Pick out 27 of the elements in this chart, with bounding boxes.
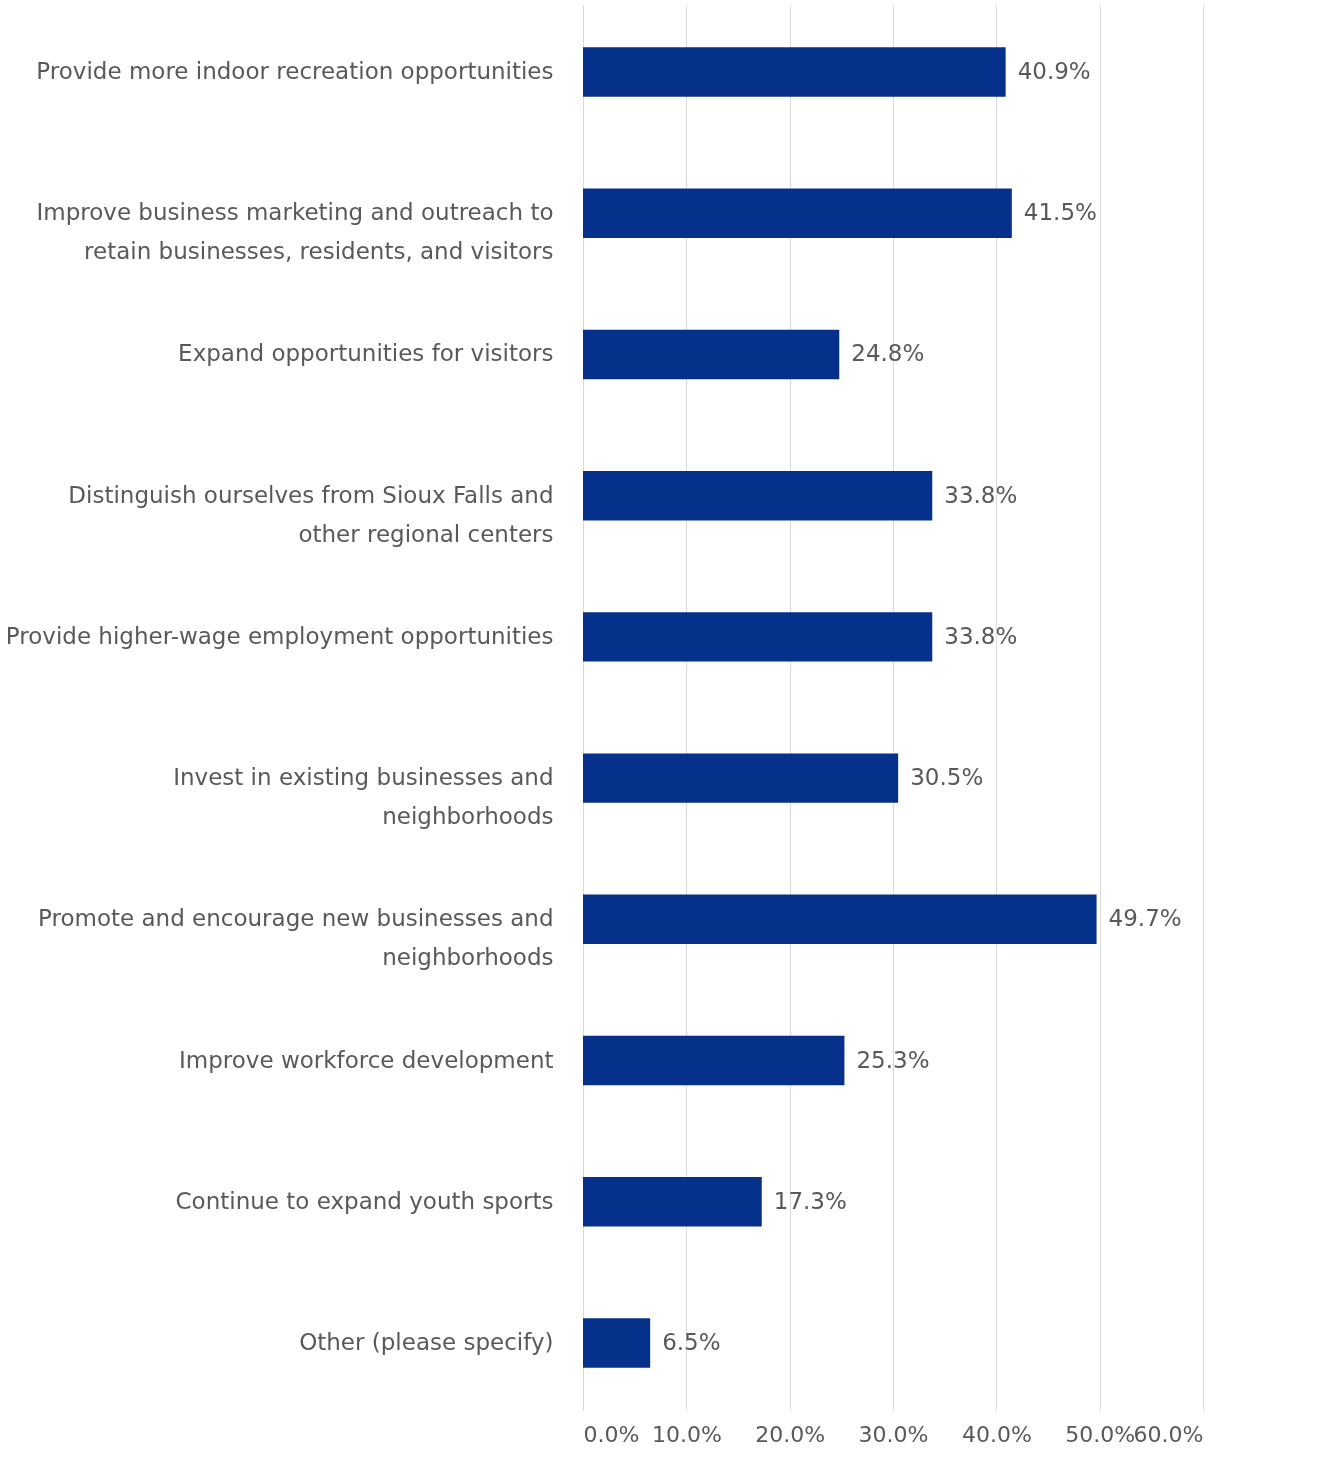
y-tick-label: Provide higher-wage employment opportunities: [5, 622, 554, 649]
y-tick-label: Provide more indoor recreation opportunities: [36, 58, 554, 85]
data-label: 33.8%: [944, 622, 1018, 649]
data-label: 40.9%: [1017, 58, 1091, 85]
x-tick-label: 50.0%: [1065, 1421, 1136, 1447]
data-label: 30.5%: [910, 764, 984, 791]
x-tick-label: 10.0%: [651, 1421, 722, 1447]
data-label: 24.8%: [851, 340, 925, 367]
y-tick-label: Invest in existing businesses and neighborhoods: [173, 764, 554, 830]
data-label: 41.5%: [1023, 199, 1097, 226]
data-label: 25.3%: [856, 1046, 930, 1073]
y-tick-label: Expand opportunities for visitors: [178, 340, 554, 367]
y-tick-label: Distinguish ourselves from Sioux Falls and other regional centers: [68, 481, 554, 547]
y-tick-label: Other (please specify): [299, 1328, 554, 1355]
y-tick-label: Improve workforce development: [179, 1046, 554, 1073]
data-label: 49.7%: [1108, 905, 1182, 932]
x-tick-label: 40.0%: [961, 1421, 1032, 1447]
data-label: 33.8%: [944, 481, 1018, 508]
data-label: 6.5%: [662, 1328, 721, 1355]
x-tick-label: 20.0%: [755, 1421, 826, 1447]
x-tick-label: 30.0%: [858, 1421, 929, 1447]
y-tick-label: Continue to expand youth sports: [175, 1187, 554, 1214]
x-tick-label: 60.0%: [1133, 1421, 1204, 1447]
y-tick-label: Promote and encourage new businesses and neighborhoods: [38, 905, 554, 971]
x-tick-label: 0.0%: [583, 1421, 640, 1447]
data-label: 17.3%: [773, 1187, 847, 1214]
y-tick-label: Improve business marketing and outreach to retain businesses, residents, and visitors: [36, 199, 554, 265]
